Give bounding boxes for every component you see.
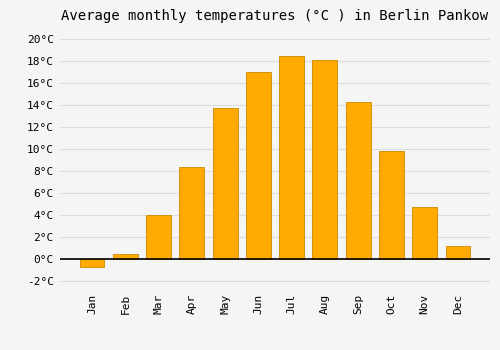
Bar [446, 246, 470, 259]
Bar [279, 56, 304, 259]
Bar [146, 215, 171, 259]
Bar [113, 254, 138, 259]
Bar [312, 60, 338, 259]
Bar [80, 259, 104, 267]
Bar [412, 206, 437, 259]
Bar [379, 152, 404, 259]
Bar [212, 108, 238, 259]
Bar [246, 72, 271, 259]
Title: Average monthly temperatures (°C ) in Berlin Pankow: Average monthly temperatures (°C ) in Be… [62, 9, 488, 23]
Bar [346, 102, 370, 259]
Bar [180, 167, 204, 259]
